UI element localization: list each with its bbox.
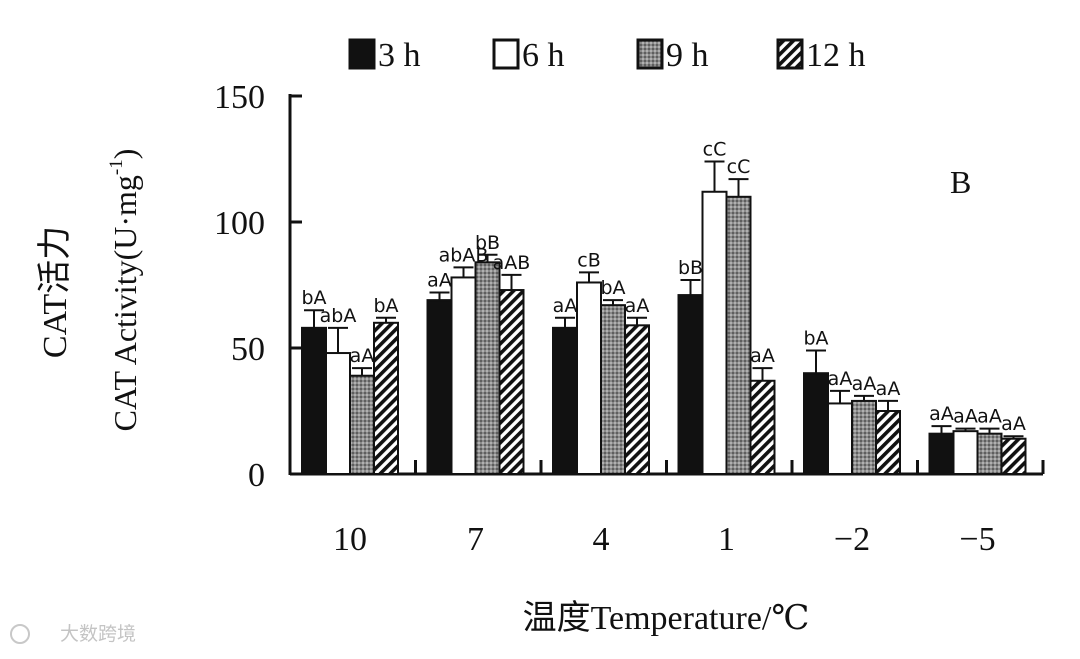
legend-swatch-12h <box>776 38 804 70</box>
y-tick-label: 50 <box>231 331 265 368</box>
legend-layer: 3 h 6 h 9 h 12 h <box>348 37 866 74</box>
significance-label: aA <box>553 295 578 317</box>
watermark: 大数跨境 <box>10 623 136 645</box>
axes-layer: 0 50 100 150 <box>214 79 1045 494</box>
y-axis-label-cn: CAT活力 <box>36 226 74 358</box>
significance-label: aA <box>852 373 877 395</box>
panel-label: B <box>950 164 971 200</box>
bar-12h-5 <box>1000 437 1027 475</box>
x-tick-label: −2 <box>834 521 870 558</box>
significance-label: cC <box>703 139 727 161</box>
titles-layer: B CAT活力 CAT Activity(U·mg-1) 温度Temperatu… <box>36 149 971 637</box>
legend-label: 6 h <box>522 37 565 74</box>
significance-label: aA <box>828 368 853 390</box>
bar-3h-1 <box>426 299 453 475</box>
bar-3h-4 <box>803 372 829 476</box>
watermark-text: 大数跨境 <box>60 623 136 645</box>
bar-9h-0 <box>349 374 375 475</box>
significance-label: aA <box>953 406 978 428</box>
significance-label: bB <box>678 257 703 279</box>
bar-12h-4 <box>875 410 901 475</box>
bar-6h-5 <box>952 430 979 476</box>
y-tick-label: 150 <box>214 79 265 116</box>
significance-label: bA <box>301 287 326 309</box>
x-axis-label: 温度Temperature/℃ <box>523 599 810 637</box>
significance-label: aA <box>977 406 1002 428</box>
bar-9h-5 <box>976 432 1003 475</box>
y-axis-label-en-close: ) <box>107 149 143 160</box>
legend-label: 9 h <box>666 37 709 74</box>
watermark-logo-icon <box>10 624 30 644</box>
y-axis-label-en-sup: -1 <box>106 159 127 175</box>
significance-label: aA <box>350 345 375 367</box>
legend-swatch-3h <box>348 38 376 70</box>
y-tick-label: 0 <box>248 457 265 494</box>
significance-label: aA <box>625 295 650 317</box>
significance-label: bA <box>803 328 828 350</box>
x-tick-label: 10 <box>333 521 367 558</box>
significance-label: bA <box>373 295 398 317</box>
bar-12h-1 <box>498 289 525 476</box>
legend-swatch-6h <box>492 38 520 70</box>
y-axis-label-en-main: CAT Activity(U·mg <box>107 175 143 431</box>
legend-label: 3 h <box>378 37 421 74</box>
significance-label: abAB <box>439 244 489 266</box>
significance-label: aA <box>427 270 452 292</box>
bar-6h-3 <box>701 190 728 475</box>
bar-6h-4 <box>827 402 853 475</box>
x-tick-label: 7 <box>467 521 484 558</box>
x-tick-label: 1 <box>718 521 735 558</box>
bar-9h-3 <box>725 195 752 476</box>
significance-label: bA <box>600 277 625 299</box>
bars-layer <box>301 160 1027 476</box>
significance-label: cC <box>727 156 751 178</box>
significance-label: aA <box>1001 413 1026 435</box>
bar-12h-3 <box>749 379 776 476</box>
x-tick-label: −5 <box>959 521 995 558</box>
legend-label: 12 h <box>806 37 866 74</box>
bar-3h-3 <box>677 294 704 475</box>
significance-label: aA <box>750 345 775 367</box>
bar-9h-2 <box>600 304 626 475</box>
bar-9h-4 <box>851 399 877 476</box>
significance-label: aAB <box>493 252 531 274</box>
bar-6h-1 <box>450 276 477 475</box>
bar-6h-2 <box>576 281 602 476</box>
significance-label: aA <box>876 378 901 400</box>
bar-3h-0 <box>301 326 327 475</box>
y-tick-label: 100 <box>214 205 265 242</box>
bar-3h-5 <box>928 432 955 475</box>
bar-12h-2 <box>624 324 650 475</box>
significance-label: abA <box>320 305 357 327</box>
significance-label: aA <box>929 403 954 425</box>
significance-label: bB <box>475 232 500 254</box>
legend-swatch-9h <box>636 38 664 70</box>
bar-6h-0 <box>325 352 351 476</box>
bar-3h-2 <box>552 326 578 475</box>
bar-9h-1 <box>474 261 501 475</box>
bar-12h-0 <box>373 321 399 475</box>
y-axis-label-en: CAT Activity(U·mg-1) <box>106 149 143 432</box>
significance-label: cB <box>577 249 600 271</box>
x-tick-label: 4 <box>593 521 610 558</box>
